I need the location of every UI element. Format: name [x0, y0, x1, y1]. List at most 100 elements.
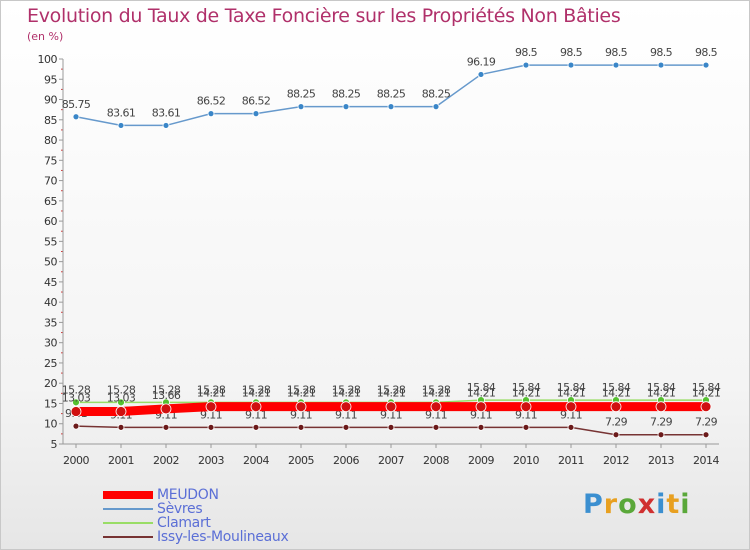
data-point: [297, 423, 305, 431]
y-tick-label: 80: [44, 134, 57, 147]
data-label: 15.28: [197, 383, 226, 396]
y-tick-label: 65: [44, 195, 57, 208]
data-label: 85.75: [62, 98, 91, 111]
data-point: [477, 423, 485, 431]
legend-swatch-sevres: [103, 508, 153, 510]
data-point: [522, 423, 530, 431]
x-tick-label: 2011: [558, 454, 584, 467]
y-tick-label: 75: [44, 154, 57, 167]
y-tick-label: 20: [44, 377, 57, 390]
data-point: [702, 431, 710, 439]
data-label: 15.84: [467, 381, 496, 394]
data-label: 7.29: [695, 416, 718, 429]
data-label: 9.11: [470, 408, 492, 421]
data-label: 98.5: [695, 46, 718, 59]
data-point: [117, 122, 125, 129]
x-tick-label: 2004: [243, 454, 269, 467]
data-label: 14.21: [377, 387, 406, 400]
data-point: [477, 71, 485, 78]
legend-label-clamart: Clamart: [157, 515, 211, 531]
logo-letter: r: [603, 489, 619, 520]
data-label: 9.11: [245, 408, 267, 421]
data-label: 15.28: [332, 383, 361, 396]
data-point: [250, 401, 262, 413]
logo-letter: i: [656, 489, 667, 520]
x-tick-label: 2014: [693, 454, 719, 467]
data-label: 83.61: [152, 106, 181, 119]
data-label: 15.84: [512, 381, 541, 394]
data-label: 13.03: [107, 391, 136, 404]
data-label: 14.21: [197, 387, 226, 400]
data-point: [252, 110, 260, 118]
legend-swatch-clamart: [103, 522, 153, 524]
data-label: 14.21: [287, 387, 316, 400]
data-point: [70, 406, 82, 417]
data-label: 15.28: [107, 383, 136, 396]
x-tick-label: 2002: [153, 454, 179, 467]
data-label: 15.84: [692, 381, 721, 394]
x-tick-label: 2009: [468, 454, 494, 467]
legend-item-issy: Issy-les-Moulineaux: [103, 529, 289, 545]
data-label: 13.03: [62, 391, 91, 404]
data-label: 96.19: [467, 55, 496, 68]
y-minor-tick: [61, 210, 63, 212]
y-minor-tick: [61, 413, 63, 415]
data-point: [657, 431, 665, 439]
data-point: [160, 403, 172, 415]
legend-item-clamart: Clamart: [103, 515, 211, 531]
logo-letter: i: [680, 489, 691, 520]
data-point: [655, 401, 667, 413]
data-label: 15.28: [152, 383, 181, 396]
data-label: 9.11: [290, 408, 312, 421]
data-point: [700, 401, 712, 413]
data-label: 13.66: [152, 389, 181, 402]
chart-title: Evolution du Taux de Taxe Foncière sur l…: [27, 5, 621, 27]
data-label: 15.28: [422, 383, 451, 396]
data-label: 14.21: [692, 387, 721, 400]
data-point: [387, 423, 395, 431]
y-tick-label: 30: [44, 337, 57, 350]
y-minor-tick: [61, 433, 63, 435]
y-minor-tick: [61, 190, 63, 192]
data-point: [520, 401, 532, 413]
y-tick-label: 70: [44, 175, 57, 188]
data-label: 88.25: [422, 88, 451, 101]
data-label: 14.21: [557, 387, 586, 400]
data-point: [117, 398, 125, 407]
data-label: 15.28: [62, 383, 91, 396]
y-tick-label: 50: [44, 256, 57, 269]
data-label: 86.52: [242, 95, 271, 108]
data-label: 83.61: [107, 106, 136, 119]
y-tick-label: 15: [44, 397, 57, 410]
data-label: 9.11: [335, 408, 357, 421]
data-point: [612, 61, 620, 69]
data-point: [115, 406, 127, 417]
data-point: [567, 61, 575, 69]
data-label: 15.84: [602, 381, 631, 394]
y-minor-tick: [61, 392, 63, 394]
data-point: [297, 103, 305, 111]
y-tick-label: 40: [44, 296, 57, 309]
data-label: 14.21: [467, 387, 496, 400]
y-minor-tick: [61, 271, 63, 273]
data-point: [567, 423, 575, 431]
x-tick-label: 2007: [378, 454, 404, 467]
logo-letter: o: [618, 489, 638, 520]
data-point: [432, 103, 440, 111]
data-label: 14.21: [332, 387, 361, 400]
data-label: 86.52: [197, 95, 226, 108]
data-point: [387, 103, 395, 111]
data-point: [117, 423, 125, 431]
y-tick-label: 45: [44, 276, 57, 289]
legend-item-meudon: MEUDON: [103, 487, 219, 503]
data-label: 14.21: [242, 387, 271, 400]
data-point: [430, 401, 442, 413]
data-label: 14.21: [512, 387, 541, 400]
data-label: 7.29: [650, 416, 673, 429]
y-tick-label: 5: [51, 438, 58, 451]
y-tick-label: 55: [44, 235, 57, 248]
data-point: [612, 431, 620, 439]
data-point: [657, 61, 665, 69]
legend-label-sevres: Sèvres: [157, 501, 203, 517]
